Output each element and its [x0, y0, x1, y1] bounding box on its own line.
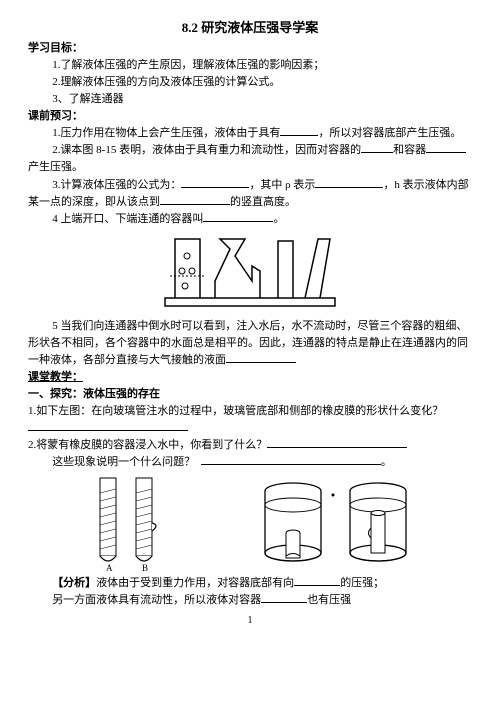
explore-q2: 2.将蒙有橡皮膜的容器浸入水中，你看到了什么？	[28, 437, 472, 454]
explore-q3: 这些现象说明一个什么问题？ 。	[28, 454, 472, 471]
text: 3.计算液体压强的公式为：	[52, 179, 181, 191]
preview-2: 2.课本图 8-15 表明，液体由于具有重力和流动性，因而对容器的 和容器产生压强…	[28, 142, 472, 176]
text: 2.课本图 8-15 表明，液体由于具有重力和流动性，因而对容器的	[52, 144, 361, 156]
blank	[203, 211, 273, 222]
blank	[315, 177, 383, 188]
blank	[361, 143, 393, 154]
figure-connector	[28, 231, 472, 316]
analysis-line-2: 另一方面液体具有流动性，所以液体对容器 也有压强	[28, 592, 472, 609]
blank	[267, 437, 407, 448]
goal-1: 1.了解液体压强的产生原因，理解液体压强的影响因素；	[28, 57, 472, 74]
blank	[280, 125, 318, 136]
text: 的压强；	[340, 577, 384, 589]
text: ，所以对容器底部产生压强。	[318, 127, 461, 139]
cylinders-diagram	[258, 473, 418, 573]
label-A: A	[106, 563, 113, 573]
blank	[160, 194, 230, 205]
text: 这些现象说明一个什么问题？	[52, 456, 195, 468]
preview-5: 5 当我们向连通器中倒水时可以看到，注入水后，水不流动时，尽管三个容器的粗细、形…	[28, 318, 472, 369]
preview-1: 1.压力作用在物体上会产生压强，液体由于具有 ，所以对容器底部产生压强。	[28, 125, 472, 142]
text: 2.将蒙有橡皮膜的容器浸入水中，你看到了什么？	[28, 439, 267, 451]
preview-3: 3.计算液体压强的公式为：，其中 ρ 表示，h 表示液体内部某一点的深度，即从该…	[28, 177, 472, 211]
connector-diagram	[160, 231, 340, 316]
text: 的竖直高度。	[230, 196, 296, 208]
text: 和容器	[393, 144, 426, 156]
text: 1.压力作用在物体上会产生压强，液体由于具有	[52, 127, 280, 139]
document-title: 8.2 研究液体压强导学案	[28, 18, 472, 38]
text: 一、探究：	[28, 388, 83, 400]
label-B: B	[142, 563, 148, 573]
heading-explore1: 一、探究：液体压强的存在	[28, 386, 472, 403]
blank	[294, 575, 340, 586]
blank	[201, 454, 381, 465]
analysis-line-1: 【分析】液体由于受到重力作用，对容器底部有向 的压强；	[28, 575, 472, 592]
text: 也有压强	[307, 594, 351, 606]
blank	[426, 143, 466, 154]
text: ，其中 ρ 表示	[249, 179, 315, 191]
text: 。	[273, 213, 284, 225]
text: 1.如下左图：在向玻璃管注水的过程中，玻璃管底部和侧部的橡皮膜的形状什么变化？	[28, 405, 443, 417]
goal-3: 3、了解连通器	[28, 91, 472, 108]
blank	[226, 352, 296, 363]
tubes-AB-diagram: A B	[88, 473, 178, 573]
blank	[28, 420, 188, 431]
blank	[181, 177, 249, 188]
explore-q1: 1.如下左图：在向玻璃管注水的过程中，玻璃管底部和侧部的橡皮膜的形状什么变化？	[28, 403, 472, 437]
text: 产生压强。	[28, 161, 83, 173]
figure-row-2: A B	[28, 473, 472, 573]
goal-2: 2.理解液体压强的方向及液体压强的计算公式。	[28, 74, 472, 91]
text: 4 上端开口、下端连通的容器叫	[52, 213, 203, 225]
analysis-label: 【分析】	[52, 577, 96, 589]
heading-preview: 课前预习：	[28, 108, 472, 125]
text: 液体由于受到重力作用，对容器底部有向	[96, 577, 294, 589]
page-number: 1	[28, 613, 472, 629]
page-root: 8.2 研究液体压强导学案 学习目标： 1.了解液体压强的产生原因，理解液体压强…	[0, 0, 500, 639]
text: 另一方面液体具有流动性，所以液体对容器	[52, 594, 261, 606]
blank	[261, 592, 307, 603]
preview-4: 4 上端开口、下端连通的容器叫 。	[28, 211, 472, 228]
heading-teaching: 课堂教学：	[28, 369, 472, 386]
heading-goals: 学习目标：	[28, 40, 472, 57]
text-topic: 液体压强的存在	[83, 388, 160, 400]
